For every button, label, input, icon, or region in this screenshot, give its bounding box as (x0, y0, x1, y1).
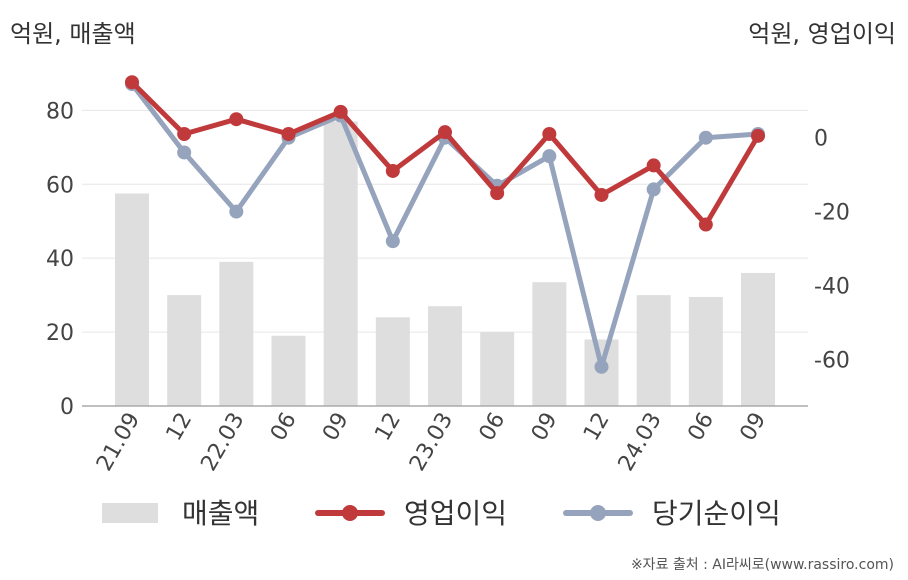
operating-profit-point (490, 186, 505, 201)
x-axis-tick-label: 21.09 (92, 409, 145, 476)
left-axis-tick-label: 0 (60, 395, 74, 420)
operating-profit-point (333, 104, 348, 119)
legend-revenue-label: 매출액 (182, 497, 259, 530)
operating-profit-point (698, 217, 713, 232)
x-axis-tick-label: 22.03 (196, 409, 249, 476)
net-income-point (385, 234, 400, 249)
revenue-bar (532, 282, 567, 406)
legend: 매출액 영업이익 당기순이익 (102, 497, 781, 530)
left-axis-tick-label: 60 (46, 173, 74, 198)
x-axis-tick-label: 12 (579, 409, 615, 446)
operating-profit-point (542, 127, 557, 141)
right-axis-tick-label: -20 (814, 201, 850, 226)
revenue-bar (271, 335, 306, 406)
x-axis-tick-label: 09 (527, 409, 563, 446)
legend-net-income-swatch-marker (590, 505, 606, 521)
right-axis-tick-label: -60 (814, 348, 850, 373)
legend-revenue-swatch (102, 503, 158, 523)
x-axis-tick-label: 24.03 (614, 409, 667, 476)
operating-profit-point (125, 75, 139, 90)
net-income-point (542, 149, 557, 164)
operating-profit-point (229, 112, 244, 127)
right-axis-tick-label: 0 (814, 127, 828, 152)
revenue-bar (688, 296, 723, 406)
x-axis-tick-label: 06 (475, 408, 511, 445)
revenue-bar (480, 332, 515, 406)
left-axis-tick-label: 80 (46, 99, 74, 124)
revenue-bar (115, 193, 149, 406)
data-source-note: ※자료 출처 : AI라씨로(www.rassiro.com) (630, 557, 894, 573)
operating-profit-point (646, 158, 661, 173)
legend-operating-profit-swatch-marker (342, 505, 358, 521)
net-income-point (177, 145, 192, 160)
right-axis-unit-label: 억원, 영업이익 (748, 20, 896, 48)
net-income-point (594, 359, 609, 374)
net-income-point (646, 182, 661, 197)
net-income-point (698, 130, 713, 145)
revenue-bar (219, 261, 254, 406)
left-axis-unit-label: 억원, 매출액 (10, 20, 136, 48)
x-axis-tick-label: 09 (318, 409, 354, 446)
left-axis-tick-label: 40 (46, 247, 74, 272)
revenue-bar (636, 295, 671, 406)
x-axis-tick-label: 09 (736, 409, 772, 446)
revenue-bar (741, 272, 775, 406)
net-income-point (229, 204, 244, 219)
legend-net-income-label: 당기순이익 (652, 497, 781, 530)
operating-profit-point (385, 163, 400, 178)
operating-profit-point (177, 127, 192, 141)
x-axis-tick-label: 06 (683, 409, 719, 446)
operating-profit-point (594, 187, 609, 202)
revenue-bar (323, 121, 358, 406)
operating-profit-point (751, 128, 765, 143)
legend-operating-profit-label: 영업이익 (404, 497, 507, 530)
revenue-bars (115, 121, 775, 406)
x-axis-tick-label: 12 (162, 409, 198, 446)
x-axis-tick-label: 23.03 (405, 409, 458, 476)
revenue-bar (375, 317, 410, 406)
x-axis-tick-label: 12 (370, 409, 406, 446)
profit-lines (125, 75, 765, 374)
operating-profit-point (438, 125, 452, 140)
revenue-bar (428, 306, 462, 406)
x-axis-tick-label: 06 (266, 409, 302, 446)
revenue-bar (167, 295, 202, 406)
right-axis-tick-label: -40 (814, 275, 850, 300)
operating-profit-point (281, 127, 296, 141)
left-axis-tick-label: 20 (46, 321, 74, 346)
